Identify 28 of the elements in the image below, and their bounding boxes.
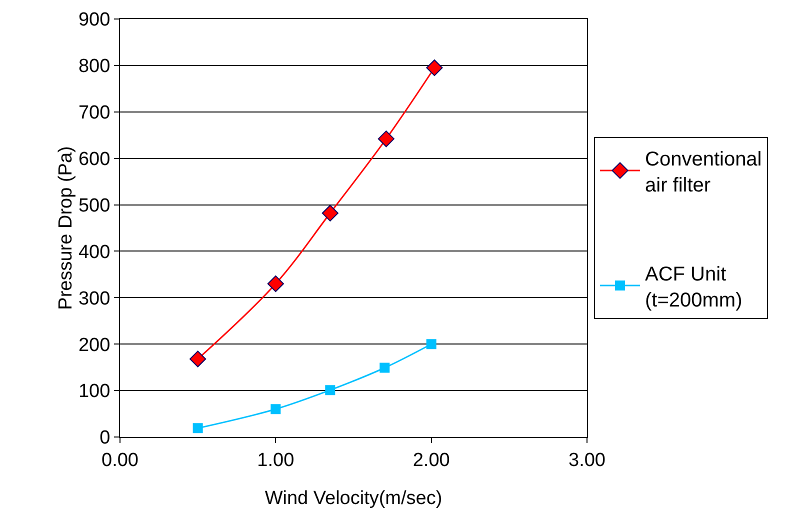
point	[190, 350, 206, 368]
y-tick-label: 600	[78, 148, 110, 170]
y-tick-label: 800	[78, 56, 110, 78]
y-tick-label: 0	[100, 428, 110, 449]
y-axis-title: Pressure Drop (Pa)	[55, 146, 76, 310]
x-tick-label: 1.00	[257, 450, 294, 471]
y-tick-label: 400	[78, 242, 110, 263]
legend-label: Conventional air filter	[645, 148, 762, 196]
point	[270, 404, 281, 414]
y-tick-label: 100	[78, 381, 110, 402]
point	[322, 204, 338, 222]
x-axis-title: Wind Velocity(m/sec)	[264, 488, 442, 509]
y-tick-label: 300	[78, 288, 110, 310]
point	[380, 362, 390, 373]
point	[426, 59, 443, 76]
y-tick-label: 200	[78, 334, 110, 356]
point	[267, 275, 284, 292]
x-tick-label: 2.00	[412, 450, 450, 471]
point	[192, 423, 203, 434]
point	[378, 130, 394, 148]
legend-label: ACF Unit (t=200mm)	[645, 263, 742, 312]
y-tick-label: 500	[78, 195, 110, 216]
x-tick-label: 0.00	[102, 450, 138, 471]
x-tick-label: 3.00	[568, 450, 606, 471]
point	[426, 339, 436, 350]
y-tick-label: 700	[78, 102, 110, 124]
y-tick-label: 900	[78, 10, 110, 31]
point	[325, 385, 336, 396]
